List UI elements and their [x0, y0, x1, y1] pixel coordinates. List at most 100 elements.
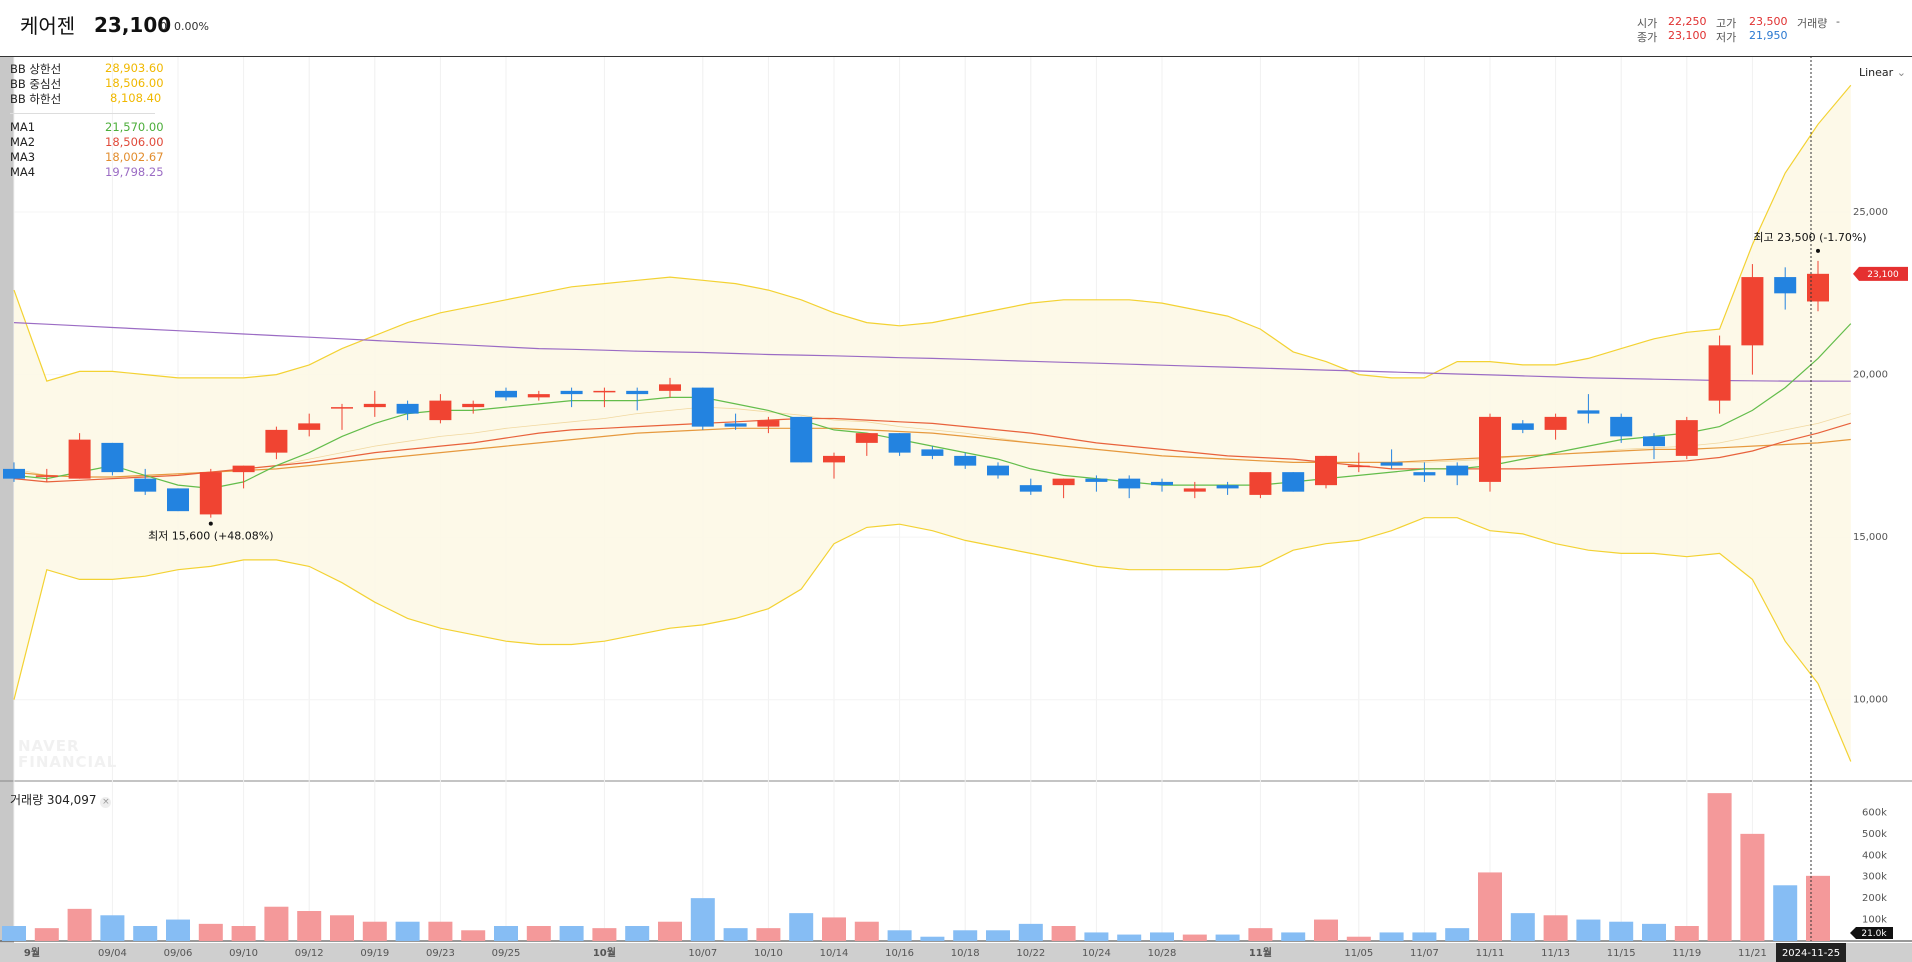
volume-tick-label: 300k	[1862, 872, 1887, 883]
candle-body	[1511, 423, 1534, 430]
ma2-label: MA2	[10, 135, 36, 149]
candle[interactable]	[1347, 452, 1370, 473]
candle[interactable]	[1446, 462, 1469, 486]
volume-tick-label: 600k	[1862, 807, 1887, 818]
candle[interactable]	[954, 452, 977, 469]
candle-body	[1577, 410, 1600, 414]
volume-bar	[887, 930, 912, 941]
candle[interactable]	[855, 433, 878, 456]
candle[interactable]	[1183, 481, 1206, 499]
candle-body	[462, 403, 485, 408]
candle[interactable]	[1610, 413, 1633, 443]
candle-body	[888, 433, 911, 453]
candle-body	[1052, 478, 1075, 486]
candle[interactable]	[823, 452, 845, 479]
x-date-label: 10/28	[1148, 948, 1177, 959]
volume-bar	[67, 908, 92, 941]
candle[interactable]	[1315, 455, 1337, 489]
candle[interactable]	[691, 387, 714, 430]
candle[interactable]	[199, 468, 222, 518]
candle[interactable]	[167, 488, 189, 512]
candle-body	[1216, 485, 1239, 489]
volume-bar	[198, 923, 223, 941]
volume-bar	[264, 906, 289, 941]
candle[interactable]	[1708, 335, 1731, 414]
candle-body	[691, 387, 714, 427]
candle[interactable]	[396, 400, 419, 421]
low-value: 21,950	[1749, 29, 1788, 42]
candle[interactable]	[560, 387, 583, 408]
candle-body	[167, 488, 189, 512]
candle[interactable]	[1511, 420, 1534, 434]
candle[interactable]	[1052, 478, 1075, 499]
candle[interactable]	[1019, 478, 1042, 495]
candle[interactable]	[1216, 481, 1239, 495]
candle[interactable]	[1643, 433, 1665, 460]
scale-mode-button[interactable]: Linear ⌄	[1859, 66, 1906, 79]
ma3-value: 18,002.67	[105, 150, 164, 164]
candle[interactable]	[1675, 416, 1698, 460]
candle[interactable]	[1151, 478, 1173, 492]
candle[interactable]	[134, 468, 157, 495]
candle-body	[790, 416, 813, 463]
ma4-label: MA4	[10, 165, 36, 179]
candle[interactable]	[462, 400, 485, 414]
ma4-line	[13, 322, 1851, 382]
candle[interactable]	[101, 442, 124, 476]
candle[interactable]	[1249, 472, 1272, 499]
candle-body	[1774, 277, 1797, 294]
candle[interactable]	[1085, 475, 1108, 492]
candle[interactable]	[1479, 413, 1501, 492]
candle[interactable]	[888, 433, 911, 456]
low-annotation: 최저 15,600 (+48.08%)	[148, 530, 273, 543]
candle[interactable]	[1544, 413, 1567, 440]
candle-body	[101, 442, 124, 473]
volume-bar	[1707, 793, 1732, 941]
volume-bar	[1248, 928, 1273, 941]
volume-bar	[690, 898, 715, 941]
candle[interactable]	[35, 468, 58, 482]
candle[interactable]	[3, 462, 25, 482]
volume-title-text: 거래량 304,097	[10, 793, 97, 807]
candle[interactable]	[331, 403, 353, 430]
candle[interactable]	[429, 394, 452, 424]
candle-body	[232, 465, 255, 473]
watermark-line-1: NAVER	[18, 737, 80, 755]
candle[interactable]	[527, 390, 550, 401]
volume-bar	[1510, 913, 1535, 941]
candle-body	[1118, 478, 1141, 489]
candle[interactable]	[68, 433, 91, 479]
candle[interactable]	[1577, 394, 1600, 424]
candle[interactable]	[298, 413, 321, 437]
candle[interactable]	[626, 387, 649, 411]
candle[interactable]	[495, 387, 517, 401]
candle[interactable]	[1807, 260, 1829, 312]
candle[interactable]	[724, 413, 747, 430]
current-price: 23,100	[94, 13, 172, 37]
candle[interactable]	[593, 387, 616, 408]
candle[interactable]	[757, 416, 780, 434]
price-change: 0	[160, 20, 167, 33]
candle-body	[1807, 273, 1829, 302]
candle[interactable]	[921, 446, 944, 460]
volume-bar	[1314, 919, 1338, 941]
candle[interactable]	[987, 462, 1009, 479]
candle[interactable]	[1118, 475, 1141, 499]
open-label: 시가	[1637, 17, 1658, 30]
volume-bar	[166, 919, 190, 941]
candle[interactable]	[1774, 267, 1797, 310]
bb-mid-label: BB 중심선	[10, 77, 62, 91]
candle[interactable]	[232, 465, 255, 489]
candle[interactable]	[1380, 449, 1403, 469]
candle[interactable]	[363, 390, 386, 417]
candle[interactable]	[1741, 264, 1764, 375]
candle[interactable]	[265, 426, 288, 460]
candle[interactable]	[659, 377, 681, 398]
volume-bar	[494, 926, 518, 941]
candle[interactable]	[1413, 462, 1436, 482]
candle[interactable]	[790, 416, 813, 463]
candle-body	[1183, 488, 1206, 492]
close-icon[interactable]: ×	[100, 797, 112, 808]
candle[interactable]	[1282, 472, 1305, 492]
